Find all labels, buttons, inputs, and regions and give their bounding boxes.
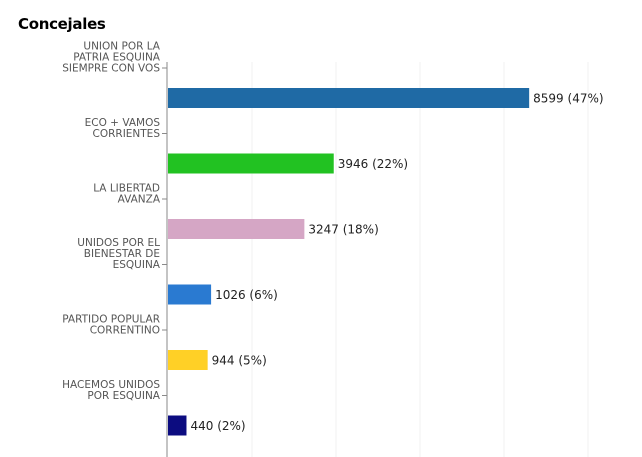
data-label: 3247 (18%) [308, 223, 378, 237]
bar [168, 350, 208, 370]
category-label: UNIDOS POR EL BIENESTAR DE ESQUINA [77, 237, 161, 271]
category-label: ECO + VAMOS CORRIENTES [85, 117, 161, 140]
data-label: 1026 (6%) [215, 288, 278, 302]
chart-title: Concejales [18, 15, 106, 33]
category-label: PARTIDO POPULAR CORRENTINO [62, 314, 160, 337]
bar [168, 88, 530, 108]
labels: UNION POR LA PATRIA ESQUINA SIEMPRE CON VO… [62, 41, 603, 434]
category-label: UNION POR LA PATRIA ESQUINA SIEMPRE CON VO… [62, 41, 161, 75]
category-label: LA LIBERTAD AVANZA [93, 183, 161, 206]
data-label: 3946 (22%) [338, 157, 408, 171]
bar [168, 415, 187, 436]
bar [168, 284, 212, 305]
bar [168, 153, 334, 174]
data-label: 944 (5%) [212, 354, 267, 368]
data-label: 8599 (47%) [533, 92, 603, 106]
gridlines [251, 62, 589, 457]
bars [168, 88, 530, 436]
bar [168, 219, 305, 239]
category-label: HACEMOS UNIDOS POR ESQUINA [62, 379, 161, 402]
data-label: 440 (2%) [190, 419, 245, 433]
